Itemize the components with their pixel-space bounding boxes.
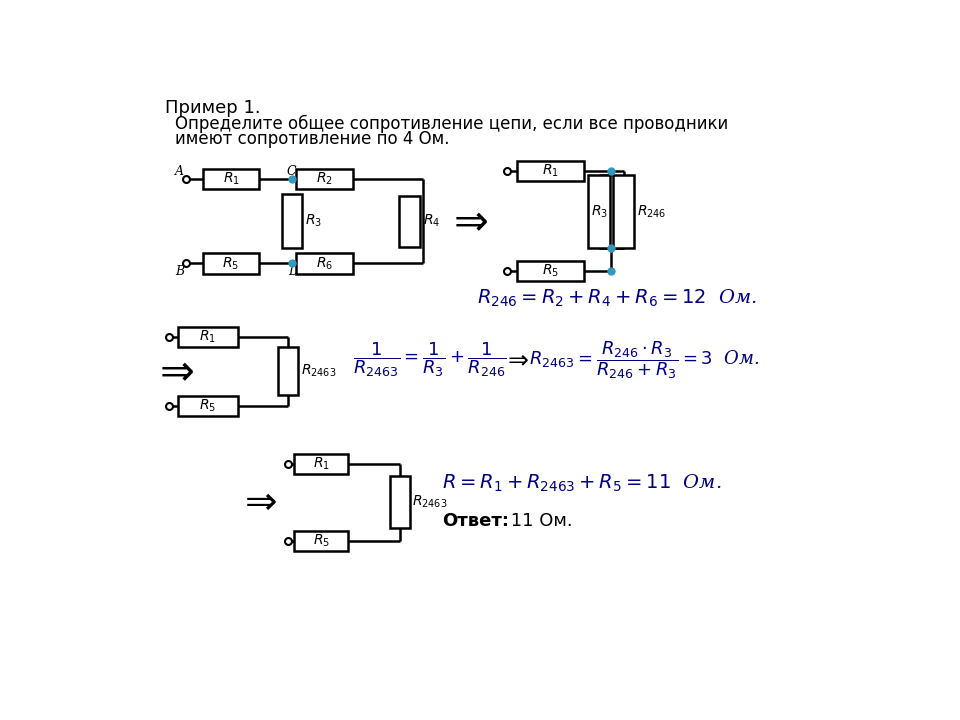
Text: $\Rightarrow$: $\Rightarrow$ xyxy=(445,200,488,242)
Text: $R_3$: $R_3$ xyxy=(305,213,322,230)
Text: $R_5$: $R_5$ xyxy=(542,263,559,279)
Bar xyxy=(516,161,585,181)
Text: $R_{246}=R_2+R_4+R_6=12$  Ом.: $R_{246}=R_2+R_4+R_6=12$ Ом. xyxy=(476,287,756,309)
Text: $R_{2463}=\dfrac{R_{246}\cdot R_3}{R_{246}+R_3}=3$  Ом.: $R_{2463}=\dfrac{R_{246}\cdot R_3}{R_{24… xyxy=(529,339,759,381)
Text: 11 Ом.: 11 Ом. xyxy=(505,513,573,531)
Text: $R_6$: $R_6$ xyxy=(316,256,333,271)
Text: имеют сопротивление по 4 Ом.: имеют сопротивление по 4 Ом. xyxy=(175,130,449,148)
Text: $R_2$: $R_2$ xyxy=(316,171,333,187)
Bar xyxy=(178,396,238,416)
Text: $R_1$: $R_1$ xyxy=(223,171,239,187)
Text: $\Rightarrow$: $\Rightarrow$ xyxy=(151,351,194,392)
Bar xyxy=(588,175,610,248)
Bar xyxy=(612,175,635,248)
Text: $R_1$: $R_1$ xyxy=(542,163,559,179)
Text: $\Rightarrow$: $\Rightarrow$ xyxy=(237,483,277,521)
Text: $R_1$: $R_1$ xyxy=(200,328,216,345)
Bar xyxy=(390,476,410,528)
Text: D: D xyxy=(288,266,299,279)
Bar xyxy=(282,194,301,248)
Text: $R_{2463}$: $R_{2463}$ xyxy=(301,363,337,379)
Text: $R=R_1+R_{2463}+R_5=11$  Ом.: $R=R_1+R_{2463}+R_5=11$ Ом. xyxy=(442,472,722,494)
Text: $R_5$: $R_5$ xyxy=(223,256,239,271)
Text: Определите общее сопротивление цепи, если все проводники: Определите общее сопротивление цепи, есл… xyxy=(175,115,728,133)
Text: Пример 1.: Пример 1. xyxy=(165,99,260,117)
Text: $R_3$: $R_3$ xyxy=(590,203,608,220)
Bar xyxy=(204,253,258,274)
Bar xyxy=(516,261,585,282)
Bar xyxy=(398,196,420,246)
Bar xyxy=(296,168,353,189)
Bar xyxy=(278,348,298,395)
Text: $R_5$: $R_5$ xyxy=(200,397,216,414)
Bar xyxy=(296,253,353,274)
Text: $R_5$: $R_5$ xyxy=(313,533,329,549)
Text: $\Rightarrow$: $\Rightarrow$ xyxy=(503,348,530,372)
Text: Ответ:: Ответ: xyxy=(442,513,509,531)
Bar xyxy=(294,454,348,474)
Text: $\dfrac{1}{R_{2463}}=\dfrac{1}{R_3}+\dfrac{1}{R_{246}}$: $\dfrac{1}{R_{2463}}=\dfrac{1}{R_3}+\dfr… xyxy=(353,341,507,379)
Text: A: A xyxy=(175,166,184,179)
Bar xyxy=(204,168,258,189)
Text: B: B xyxy=(175,265,184,278)
Text: $R_{246}$: $R_{246}$ xyxy=(636,203,666,220)
Bar xyxy=(178,327,238,346)
Text: C: C xyxy=(287,165,297,178)
Text: $R_{2463}$: $R_{2463}$ xyxy=(412,494,447,510)
Bar xyxy=(294,531,348,551)
Text: $R_1$: $R_1$ xyxy=(313,456,329,472)
Text: $R_4$: $R_4$ xyxy=(423,213,441,230)
